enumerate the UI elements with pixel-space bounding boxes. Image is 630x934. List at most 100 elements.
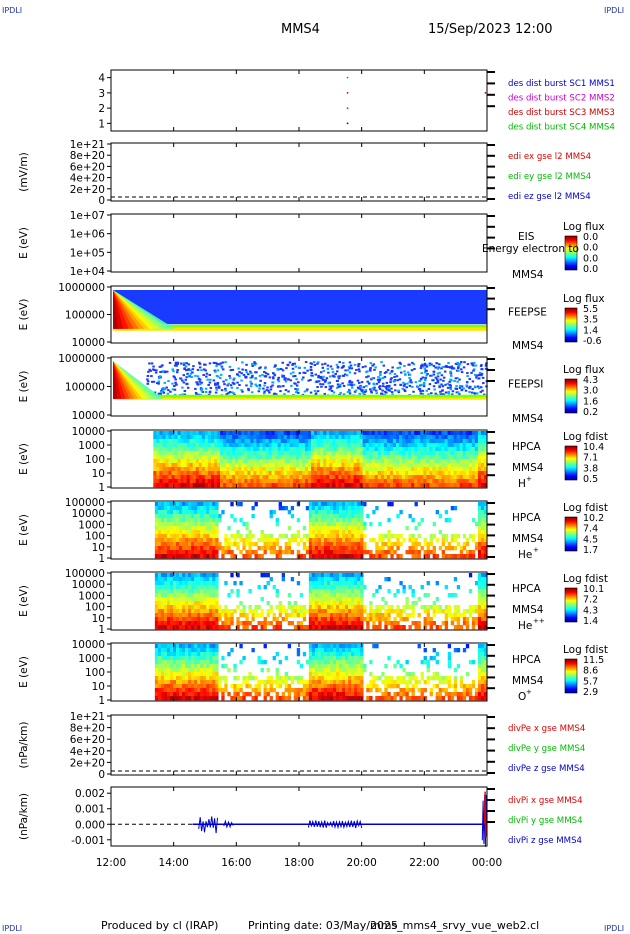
spectrogram-cell-hpca-h bbox=[395, 443, 400, 448]
spectrogram-cell-hpca-he1 bbox=[200, 534, 204, 539]
spectrogram-cell-hpca-he1 bbox=[426, 554, 430, 559]
spectrogram-cell-hpca-h bbox=[292, 471, 297, 476]
spectrogram-cell-hpca-he2 bbox=[342, 609, 346, 614]
spectrogram-cell-hpca-he1 bbox=[417, 550, 421, 555]
spectrogram-cell-feepsi bbox=[348, 389, 351, 392]
spectrogram-cell-hpca-he1 bbox=[200, 522, 204, 527]
spectrogram-cell-hpca-h bbox=[223, 443, 227, 448]
spectrogram-cell-hpca-h bbox=[153, 467, 157, 472]
spectrogram-cell-hpca-he1 bbox=[320, 546, 325, 551]
spectrogram-cell-hpca-h bbox=[304, 471, 309, 476]
spectrogram-cell-feepsi bbox=[440, 383, 443, 386]
spectrogram-cell-hpca-o bbox=[194, 688, 198, 693]
spectrogram-cell-hpca-h bbox=[232, 435, 236, 440]
spectrogram-cell-hpca-h bbox=[365, 439, 369, 444]
spectrogram-cell-hpca-he1 bbox=[345, 522, 349, 527]
spectrogram-cell-hpca-he1 bbox=[411, 538, 415, 543]
spectrogram-cell-hpca-o bbox=[266, 668, 270, 673]
spectrogram-cell-hpca-he1 bbox=[160, 530, 165, 535]
spectrogram-cell-hpca-he1 bbox=[166, 538, 171, 543]
spectrogram-cell-hpca-h bbox=[462, 447, 467, 452]
spectrogram-cell-hpca-h bbox=[335, 447, 339, 452]
spectrogram-cell-hpca-o bbox=[179, 660, 183, 665]
spectrogram-cell-feepsi bbox=[378, 379, 382, 382]
spectrogram-cell-hpca-h bbox=[308, 471, 312, 476]
spectrogram-cell-hpca-h bbox=[338, 435, 342, 440]
spectrogram-cell-hpca-he2 bbox=[357, 589, 361, 594]
spectrogram-cell-hpca-h bbox=[320, 439, 324, 444]
spectrogram-cell-hpca-he2 bbox=[375, 625, 379, 630]
spectrogram-cell-hpca-he2 bbox=[345, 581, 349, 586]
spectrogram-cell-feepsi bbox=[258, 385, 262, 388]
spectrogram-cell-hpca-o bbox=[284, 696, 289, 701]
spectrogram-cell-hpca-h bbox=[177, 435, 181, 440]
spectrogram-cell-hpca-h bbox=[292, 463, 297, 468]
spectrogram-cell-hpca-he1 bbox=[197, 542, 201, 547]
spectrogram-cell-hpca-h bbox=[213, 447, 218, 452]
spectrogram-cell-hpca-h bbox=[247, 479, 251, 484]
ytick-label-hpca-he2: 10 bbox=[92, 613, 105, 625]
spectrogram-cell-hpca-he1 bbox=[396, 534, 400, 539]
spectrogram-cell-hpca-he2 bbox=[333, 585, 337, 590]
spectrogram-cell-hpca-o bbox=[169, 648, 174, 653]
spectrogram-cell-hpca-he2 bbox=[176, 609, 180, 614]
spectrogram-cell-hpca-he2 bbox=[345, 625, 349, 630]
spectrogram-cell-hpca-h bbox=[156, 431, 160, 436]
spectrogram-cell-hpca-he1 bbox=[471, 538, 476, 543]
spectrogram-cell-hpca-he1 bbox=[450, 534, 455, 539]
spectrogram-cell-hpca-o bbox=[197, 660, 201, 665]
spectrogram-cell-feepsi bbox=[219, 362, 223, 365]
spectrogram-cell-hpca-he1 bbox=[323, 542, 328, 547]
spectrogram-cell-feepsi bbox=[218, 376, 222, 379]
spectrogram-cell-hpca-h bbox=[207, 459, 212, 464]
spectrogram-cell-hpca-he1 bbox=[354, 502, 358, 507]
spectrogram-cell-hpca-h bbox=[338, 467, 342, 472]
spectrogram-cell-hpca-he2 bbox=[281, 617, 286, 622]
spectrogram-cell-hpca-he2 bbox=[354, 617, 358, 622]
spectrogram-cell-hpca-h bbox=[168, 483, 172, 488]
spectrogram-cell-hpca-h bbox=[217, 471, 221, 476]
spectrogram-cell-hpca-o bbox=[209, 656, 213, 661]
spectrogram-cell-hpca-he2 bbox=[203, 617, 207, 622]
spectrogram-cell-hpca-h bbox=[195, 451, 200, 456]
ytick-label-feepse: 1000000 bbox=[58, 282, 105, 294]
spectrogram-cell-feepsi bbox=[284, 389, 288, 392]
spectrogram-cell-hpca-h bbox=[308, 447, 312, 452]
spectrogram-cell-hpca-h bbox=[332, 455, 336, 460]
spectrogram-cell-hpca-he1 bbox=[185, 554, 189, 559]
spectrogram-cell-hpca-he2 bbox=[357, 609, 361, 614]
spectrogram-cell-hpca-o bbox=[188, 680, 192, 685]
spectrogram-cell-hpca-o bbox=[233, 684, 237, 689]
spectrogram-cell-hpca-h bbox=[238, 447, 242, 452]
spectrogram-cell-hpca-he2 bbox=[169, 597, 174, 602]
spectrogram-cell-feepsi bbox=[430, 363, 433, 366]
spectrogram-cell-hpca-he2 bbox=[375, 617, 379, 622]
spectrogram-cell-feepsi bbox=[197, 377, 201, 380]
spectrogram-cell-hpca-he2 bbox=[333, 601, 337, 606]
spectrogram-cell-hpca-h bbox=[217, 467, 221, 472]
spectrogram-cell-hpca-he1 bbox=[342, 526, 346, 531]
spectrogram-cell-feepsi bbox=[319, 383, 322, 386]
spectrogram-cell-hpca-h bbox=[301, 451, 306, 456]
spectrogram-cell-hpca-h bbox=[353, 431, 357, 436]
spectrogram-cell-hpca-h bbox=[480, 459, 485, 464]
spectrogram-cell-hpca-h bbox=[183, 471, 187, 476]
spectrogram-cell-hpca-h bbox=[474, 479, 479, 484]
spectrogram-cell-hpca-he2 bbox=[163, 605, 168, 610]
spectrogram-cell-hpca-h bbox=[462, 459, 467, 464]
spectrogram-cell-hpca-he2 bbox=[281, 577, 286, 582]
spectrogram-cell-hpca-h bbox=[471, 479, 476, 484]
spectrogram-cell-hpca-he1 bbox=[326, 530, 331, 535]
spectrogram-cell-hpca-he2 bbox=[329, 609, 334, 614]
spectrogram-cell-hpca-he2 bbox=[360, 609, 364, 614]
spectrogram-cell-hpca-o bbox=[314, 668, 319, 673]
spectrogram-cell-hpca-h bbox=[311, 483, 315, 488]
spectrogram-cell-hpca-h bbox=[456, 483, 460, 488]
spectrogram-cell-hpca-h bbox=[399, 439, 403, 444]
spectrogram-cell-hpca-he2 bbox=[269, 577, 273, 582]
spectrogram-cell-hpca-he2 bbox=[336, 585, 340, 590]
spectrogram-cell-feepsi bbox=[163, 370, 166, 373]
spectrogram-cell-hpca-he2 bbox=[360, 621, 364, 626]
spectrogram-cell-hpca-he2 bbox=[179, 621, 183, 626]
spectrogram-cell-hpca-he2 bbox=[200, 625, 204, 630]
